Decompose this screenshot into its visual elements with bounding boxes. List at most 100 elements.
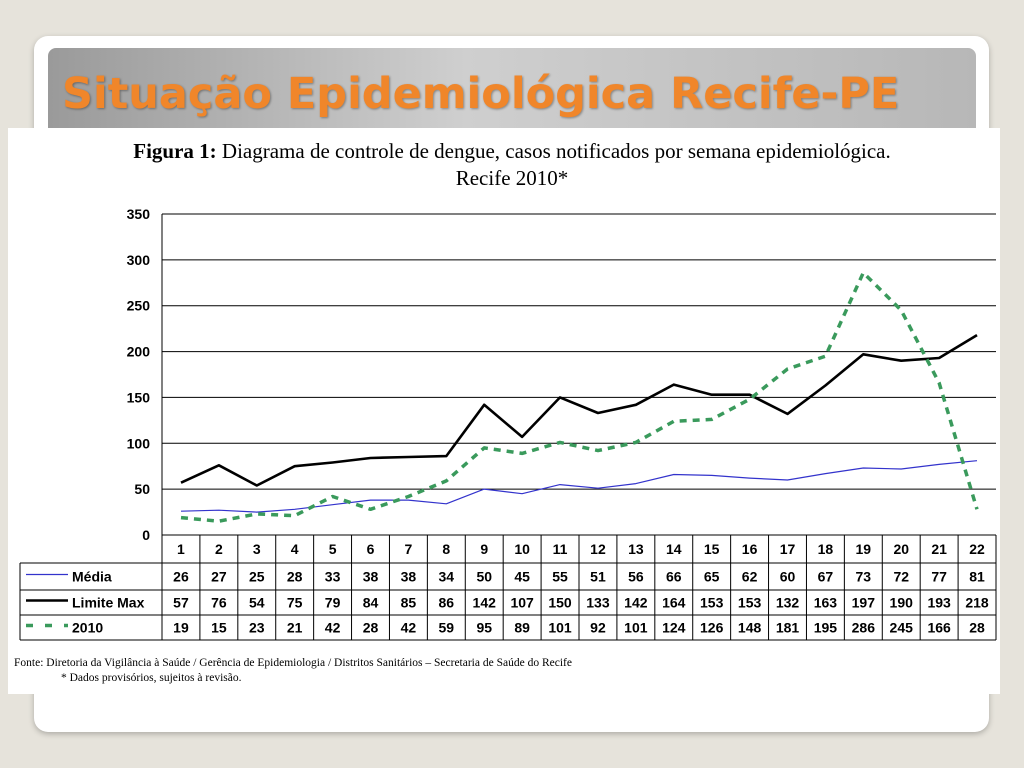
data-label: 107 — [510, 595, 534, 611]
provisional-note: * Dados provisórios, sujeitos à revisão. — [61, 672, 242, 684]
data-label: 38 — [363, 569, 379, 585]
source-note: Fonte: Diretoria da Vigilância à Saúde /… — [14, 656, 572, 686]
x-tick-label: 7 — [405, 541, 413, 557]
x-tick-label: 21 — [931, 541, 947, 557]
series-line-media — [180, 460, 978, 513]
x-tick-label: 2 — [215, 541, 223, 557]
x-tick-label: 13 — [628, 541, 644, 557]
data-label: 45 — [514, 569, 530, 585]
data-label: 60 — [780, 569, 796, 585]
legend-label: Limite Max — [72, 595, 145, 611]
data-label: 66 — [666, 569, 682, 585]
caption-line2: Recife 2010* — [455, 166, 569, 190]
data-label: 28 — [363, 620, 379, 636]
data-label: 148 — [738, 620, 762, 636]
data-label: 197 — [852, 595, 876, 611]
data-label: 23 — [249, 620, 265, 636]
figure-caption: Figura 1: Diagrama de controle de dengue… — [0, 138, 1024, 192]
data-label: 142 — [473, 595, 497, 611]
caption-text: Diagrama de controle de dengue, casos no… — [216, 139, 891, 163]
x-tick-label: 3 — [253, 541, 261, 557]
data-label: 54 — [249, 595, 265, 611]
x-tick-label: 4 — [291, 541, 299, 557]
data-label: 57 — [173, 595, 189, 611]
data-label: 166 — [927, 620, 951, 636]
data-label: 42 — [325, 620, 341, 636]
data-label: 193 — [927, 595, 951, 611]
data-label: 51 — [590, 569, 606, 585]
data-label: 27 — [211, 569, 227, 585]
data-label: 42 — [401, 620, 417, 636]
caption-label: Figura 1: — [133, 139, 217, 163]
x-tick-label: 14 — [666, 541, 682, 557]
data-label: 15 — [211, 620, 227, 636]
y-tick-label: 350 — [127, 206, 151, 222]
data-label: 86 — [439, 595, 455, 611]
source-text: Fonte: Diretoria da Vigilância à Saúde /… — [14, 657, 572, 669]
y-tick-label: 50 — [134, 481, 150, 497]
data-label: 92 — [590, 620, 606, 636]
x-tick-label: 8 — [442, 541, 450, 557]
data-label: 89 — [514, 620, 530, 636]
data-label: 73 — [856, 569, 872, 585]
data-label: 38 — [401, 569, 417, 585]
data-label: 33 — [325, 569, 341, 585]
legend-label: Média — [72, 569, 112, 585]
data-label: 126 — [700, 620, 724, 636]
data-label: 218 — [965, 595, 989, 611]
x-tick-label: 10 — [514, 541, 530, 557]
data-label: 95 — [476, 620, 492, 636]
series-line-2010 — [180, 270, 979, 523]
data-label: 245 — [890, 620, 914, 636]
data-label: 59 — [439, 620, 455, 636]
data-label: 153 — [738, 595, 762, 611]
data-label: 21 — [287, 620, 303, 636]
series-line-limite-max — [180, 333, 978, 487]
data-label: 28 — [969, 620, 985, 636]
x-tick-label: 15 — [704, 541, 720, 557]
data-label: 26 — [173, 569, 189, 585]
data-label: 19 — [173, 620, 189, 636]
data-label: 75 — [287, 595, 303, 611]
data-label: 195 — [814, 620, 838, 636]
data-label: 84 — [363, 595, 379, 611]
x-tick-label: 5 — [329, 541, 337, 557]
data-label: 133 — [586, 595, 610, 611]
y-tick-label: 0 — [142, 527, 150, 543]
x-tick-label: 19 — [856, 541, 872, 557]
data-label: 55 — [552, 569, 568, 585]
data-label: 132 — [776, 595, 800, 611]
x-tick-label: 9 — [480, 541, 488, 557]
data-label: 150 — [548, 595, 572, 611]
data-label: 76 — [211, 595, 227, 611]
data-label: 85 — [401, 595, 417, 611]
data-label: 153 — [700, 595, 724, 611]
data-label: 124 — [662, 620, 686, 636]
x-tick-label: 16 — [742, 541, 758, 557]
data-label: 163 — [814, 595, 838, 611]
y-tick-label: 150 — [127, 389, 151, 405]
data-label: 142 — [624, 595, 648, 611]
title-bar — [48, 48, 976, 130]
data-label: 286 — [852, 620, 876, 636]
y-tick-label: 200 — [127, 344, 151, 360]
data-label: 181 — [776, 620, 800, 636]
data-label: 81 — [969, 569, 985, 585]
x-tick-label: 11 — [553, 541, 568, 557]
data-label: 67 — [818, 569, 834, 585]
data-label: 79 — [325, 595, 341, 611]
data-label: 56 — [628, 569, 644, 585]
x-tick-label: 17 — [780, 541, 796, 557]
data-label: 50 — [476, 569, 492, 585]
data-label: 25 — [249, 569, 265, 585]
data-label: 164 — [662, 595, 686, 611]
x-tick-label: 1 — [177, 541, 185, 557]
x-tick-label: 6 — [367, 541, 375, 557]
data-label: 77 — [931, 569, 947, 585]
figure-panel — [8, 128, 1000, 694]
x-tick-label: 22 — [969, 541, 985, 557]
data-label: 34 — [439, 569, 455, 585]
y-tick-label: 250 — [127, 298, 151, 314]
data-label: 62 — [742, 569, 758, 585]
slide-title: Situação Epidemiológica Recife-PE — [62, 69, 900, 119]
